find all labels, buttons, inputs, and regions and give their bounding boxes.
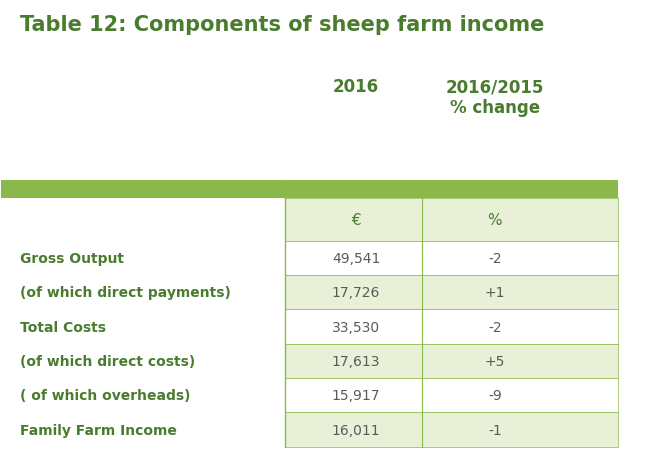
Bar <box>285 344 618 378</box>
Bar <box>285 413 618 447</box>
Bar <box>285 378 618 413</box>
Bar <box>285 275 618 310</box>
Text: -1: -1 <box>488 423 502 437</box>
Text: €: € <box>351 212 361 227</box>
Text: +5: +5 <box>485 354 505 368</box>
Text: 17,726: 17,726 <box>332 286 380 299</box>
Text: Family Farm Income: Family Farm Income <box>20 423 177 437</box>
Text: -9: -9 <box>488 389 502 402</box>
Bar <box>285 310 618 344</box>
Bar <box>1 181 618 198</box>
Text: Table 12: Components of sheep farm income: Table 12: Components of sheep farm incom… <box>20 15 544 35</box>
Text: -2: -2 <box>488 320 502 334</box>
Text: 33,530: 33,530 <box>332 320 380 334</box>
Text: (of which direct costs): (of which direct costs) <box>20 354 195 368</box>
Text: 17,613: 17,613 <box>332 354 380 368</box>
Text: Total Costs: Total Costs <box>20 320 106 334</box>
Text: 16,011: 16,011 <box>332 423 380 437</box>
Text: 49,541: 49,541 <box>332 251 380 265</box>
Text: %: % <box>488 212 502 227</box>
Text: -2: -2 <box>488 251 502 265</box>
Text: 2016: 2016 <box>333 78 379 96</box>
Bar <box>285 241 618 275</box>
Text: (of which direct payments): (of which direct payments) <box>20 286 231 299</box>
Text: Gross Output: Gross Output <box>20 251 124 265</box>
Text: 2016/2015
% change: 2016/2015 % change <box>445 78 544 117</box>
Text: 15,917: 15,917 <box>332 389 380 402</box>
Bar <box>285 198 618 241</box>
Text: ( of which overheads): ( of which overheads) <box>20 389 191 402</box>
Text: +1: +1 <box>485 286 505 299</box>
